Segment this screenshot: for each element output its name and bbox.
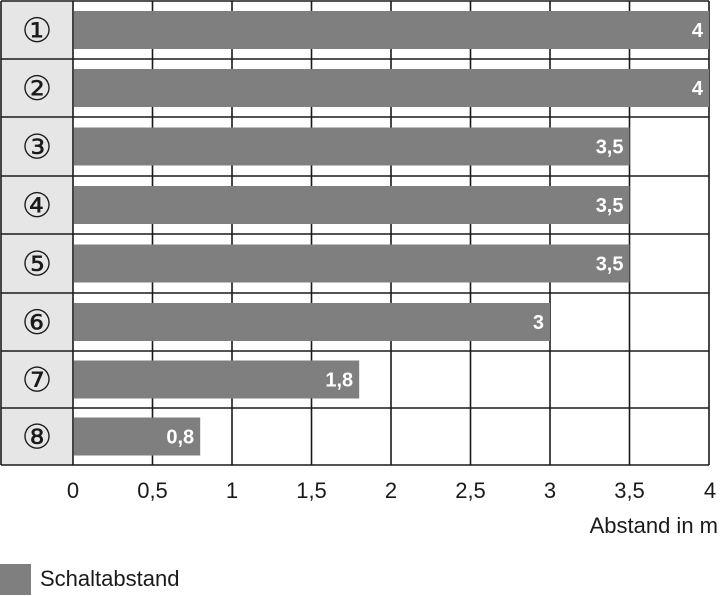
- bar: [74, 69, 709, 107]
- x-axis-title: Abstand in m: [590, 513, 718, 538]
- x-tick-label: 3: [544, 478, 556, 503]
- bar: [74, 417, 201, 456]
- legend-label: Schaltabstand: [40, 566, 180, 591]
- bar-value-label: 4: [692, 20, 704, 42]
- bar-value-label: 1,8: [325, 370, 353, 392]
- category-label: ⑦: [22, 361, 52, 401]
- bar: [74, 186, 630, 224]
- x-tick-label: 4: [704, 478, 716, 503]
- category-label: ③: [22, 128, 52, 168]
- bar: [74, 127, 630, 166]
- x-tick-label: 3,5: [614, 478, 645, 503]
- category-panel: [1, 1, 73, 465]
- bar: [74, 303, 550, 341]
- x-tick-label: 1,5: [296, 478, 327, 503]
- x-tick-label: 0: [67, 478, 79, 503]
- x-tick-label: 2,5: [455, 478, 486, 503]
- legend-swatch: [0, 563, 31, 595]
- bar-value-label: 3,5: [596, 137, 624, 159]
- category-labels: ① ② ③ ④ ⑤ ⑥ ⑦ ⑧: [22, 11, 52, 458]
- x-tick-label: 1: [226, 478, 238, 503]
- category-label: ⑥: [22, 303, 52, 343]
- x-axis-ticks: 0 0,5 1 1,5 2 2,5 3 3,5 4: [67, 478, 716, 503]
- bar-chart: ① ② ③ ④ ⑤ ⑥ ⑦ ⑧ 4 4 3,5 3,5 3,5 3 1,8 0,8 0 0,5 1 1,5 2 2,5…: [0, 0, 718, 538]
- legend: Schaltabstand: [0, 562, 179, 596]
- category-label: ⑧: [22, 418, 52, 458]
- bars: 4 4 3,5 3,5 3,5 3 1,8 0,8: [74, 11, 709, 456]
- bar-value-label: 4: [692, 78, 704, 100]
- bar: [74, 244, 630, 283]
- category-label: ①: [22, 11, 52, 51]
- bar-value-label: 3: [533, 312, 544, 334]
- category-label: ④: [22, 186, 52, 226]
- category-label: ⑤: [22, 245, 52, 285]
- bar: [74, 360, 360, 399]
- bar-value-label: 0,8: [166, 427, 194, 449]
- x-tick-label: 0,5: [137, 478, 168, 503]
- bar-value-label: 3,5: [596, 195, 624, 217]
- bar-value-label: 3,5: [596, 254, 624, 276]
- x-tick-label: 2: [385, 478, 397, 503]
- category-label: ②: [22, 69, 52, 109]
- bar: [74, 11, 709, 49]
